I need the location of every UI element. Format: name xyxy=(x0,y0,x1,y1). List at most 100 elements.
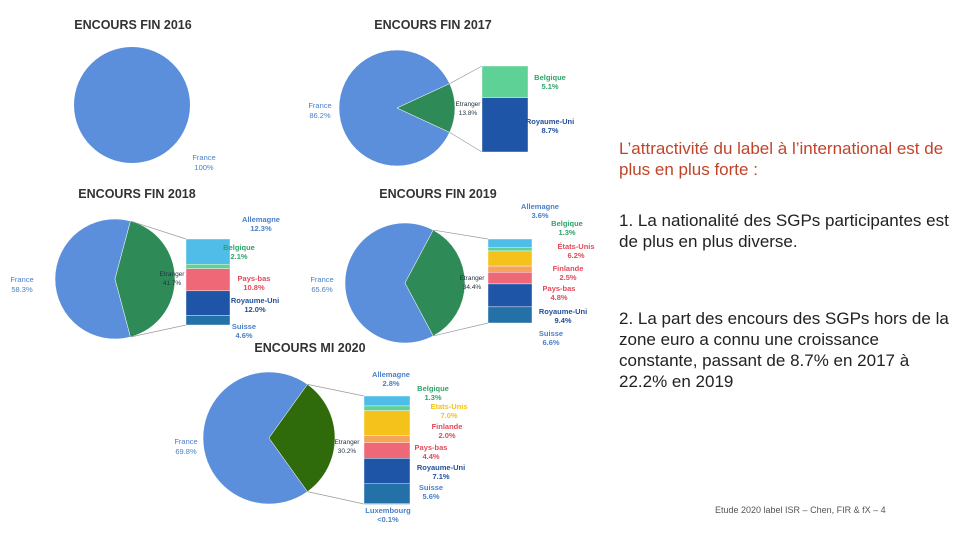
chart-4-label-royaume-uni: Royaume-Uni xyxy=(539,307,587,316)
chart-2-bar-royaume-uni xyxy=(481,97,529,153)
chart-5-label-pays-bas: Pays-bas xyxy=(415,443,448,452)
chart-2-slice-france xyxy=(338,49,450,167)
chart-1-value-france: 100% xyxy=(194,163,214,172)
chart-2-label-royaume-uni: Royaume-Uni xyxy=(526,117,574,126)
chart-3-label-royaume-uni: Royaume-Uni xyxy=(231,296,279,305)
chart-5-title: ENCOURS MI 2020 xyxy=(254,341,365,355)
chart-4-label-etranger: Etranger xyxy=(460,275,486,282)
chart-4-value-pays-bas: 4.8% xyxy=(550,293,567,302)
chart-1-title: ENCOURS FIN 2016 xyxy=(74,18,191,32)
chart-4-bar-finlande xyxy=(487,265,533,273)
chart-4-bar-pays-bas xyxy=(487,272,533,285)
chart-5-value-royaume-uni: 7.1% xyxy=(432,472,449,481)
chart-4-value-etranger: 34.4% xyxy=(463,284,482,291)
chart-5-connector-bottom xyxy=(307,491,365,505)
chart-5-value-belgique: 1.3% xyxy=(424,393,441,402)
chart-5-bar-etats-unis xyxy=(363,410,411,436)
chart-3-label-allemagne: Allemagne xyxy=(242,215,280,224)
chart-4-slice-etranger xyxy=(404,229,466,337)
chart-5-value-allemagne: 2.8% xyxy=(382,379,399,388)
chart-4-value-allemagne: 3.6% xyxy=(531,211,548,220)
chart-3-label-pays-bas: Pays-bas xyxy=(238,274,271,283)
chart-1-label-france: France xyxy=(192,153,215,162)
chart-5-value-etranger: 30.2% xyxy=(338,448,357,455)
chart-4-connector-top xyxy=(433,229,489,240)
chart-4-value-royaume-uni: 9.4% xyxy=(554,316,571,325)
chart-2-connector-bottom xyxy=(449,132,483,153)
chart-5-label-france: France xyxy=(174,437,197,446)
chart-4-bar-suisse xyxy=(487,306,533,324)
chart-3-label-suisse: Suisse xyxy=(232,322,256,331)
chart-3-label-france: France xyxy=(10,275,33,284)
chart-4-label-etats-unis: États-Unis xyxy=(557,242,594,251)
chart-5-bar-luxembourg xyxy=(363,503,411,505)
chart-4-bar-royaume-uni xyxy=(487,283,533,308)
chart-3-value-france: 58.3% xyxy=(11,285,33,294)
chart-2-title: ENCOURS FIN 2017 xyxy=(374,18,491,32)
chart-5-label-etats-unis: Etats-Unis xyxy=(430,402,467,411)
chart-4-value-etats-unis: 6.2% xyxy=(567,251,584,260)
chart-5-label-etranger: Etranger xyxy=(335,439,361,446)
chart-2-value-france: 86.2% xyxy=(309,111,331,120)
chart-5-label-belgique: Belgique xyxy=(417,384,449,393)
chart-3-title: ENCOURS FIN 2018 xyxy=(78,187,195,201)
chart-5-slice-etranger xyxy=(268,384,336,492)
chart-4-value-finlande: 2.5% xyxy=(559,273,576,282)
chart-3-bar-pays-bas xyxy=(185,268,231,292)
chart-4-value-suisse: 6.6% xyxy=(542,338,559,347)
chart-5-value-suisse: 5.6% xyxy=(422,492,439,501)
chart-3-value-suisse: 4.6% xyxy=(235,331,252,340)
chart-3-value-allemagne: 12.3% xyxy=(250,224,272,233)
chart-3-value-royaume-uni: 12.0% xyxy=(244,305,266,314)
chart-3-bar-allemagne xyxy=(185,238,231,265)
chart-5-bar-finlande xyxy=(363,435,411,443)
chart-4-label-pays-bas: Pays-bas xyxy=(543,284,576,293)
footer: Etude 2020 label ISR – Chen, FIR & fX – … xyxy=(715,505,886,515)
chart-5-value-finlande: 2.0% xyxy=(438,431,455,440)
chart-1-slice-france xyxy=(74,47,190,163)
chart-5-label-finlande: Finlande xyxy=(432,422,463,431)
chart-3-value-belgique: 2.1% xyxy=(230,252,247,261)
chart-3-bar-belgique xyxy=(185,264,231,269)
chart-2-label-france: France xyxy=(308,101,331,110)
chart-2-value-royaume-uni: 8.7% xyxy=(541,126,558,135)
chart-5-value-etats-unis: 7.0% xyxy=(440,411,457,420)
chart-5-value-pays-bas: 4.4% xyxy=(422,452,439,461)
chart-5-label-allemagne: Allemagne xyxy=(372,370,410,379)
chart-4-bar-etats-unis xyxy=(487,250,533,267)
chart-3-label-etranger: Etranger xyxy=(160,271,186,278)
chart-2-value-belgique: 5.1% xyxy=(541,82,558,91)
chart-5-bar-belgique xyxy=(363,405,411,411)
chart-4-label-france: France xyxy=(310,275,333,284)
chart-4-value-belgique: 1.3% xyxy=(558,228,575,237)
chart-3-slice-france xyxy=(54,218,131,340)
chart-4-label-belgique: Belgique xyxy=(551,219,583,228)
chart-3-value-pays-bas: 10.8% xyxy=(243,283,265,292)
chart-4-bar-belgique xyxy=(487,247,533,252)
point-2: 2. La part des encours des SGPs hors de … xyxy=(619,309,949,391)
chart-5-label-luxembourg: Luxembourg xyxy=(365,506,411,515)
chart-2-label-etranger: Etranger xyxy=(456,101,482,108)
chart-3-value-etranger: 41.7% xyxy=(163,280,182,287)
chart-5-bar-royaume-uni xyxy=(363,458,411,484)
chart-5-label-suisse: Suisse xyxy=(419,483,443,492)
chart-4-value-france: 65.6% xyxy=(311,285,333,294)
point-1: 1. La nationalité des SGPs participantes… xyxy=(619,211,949,251)
chart-3-bar-suisse xyxy=(185,315,231,326)
chart-5-bar-pays-bas xyxy=(363,442,411,459)
chart-3-label-belgique: Belgique xyxy=(223,243,255,252)
chart-4-title: ENCOURS FIN 2019 xyxy=(379,187,496,201)
chart-3-bar-royaume-uni xyxy=(185,290,231,316)
chart-3-connector-bottom xyxy=(130,324,187,338)
chart-5-bar-suisse xyxy=(363,483,411,504)
chart-2-connector-top xyxy=(449,65,483,84)
chart-4-label-finlande: Finlande xyxy=(553,264,584,273)
chart-5-connector-top xyxy=(307,384,365,397)
chart-2-value-etranger: 13.8% xyxy=(459,110,478,117)
chart-3-slice-etranger xyxy=(114,220,176,338)
chart-2-label-belgique: Belgique xyxy=(534,73,566,82)
chart-4-connector-bottom xyxy=(433,322,489,337)
chart-2-bar-belgique xyxy=(481,65,529,98)
chart-5-slice-france xyxy=(202,371,308,505)
